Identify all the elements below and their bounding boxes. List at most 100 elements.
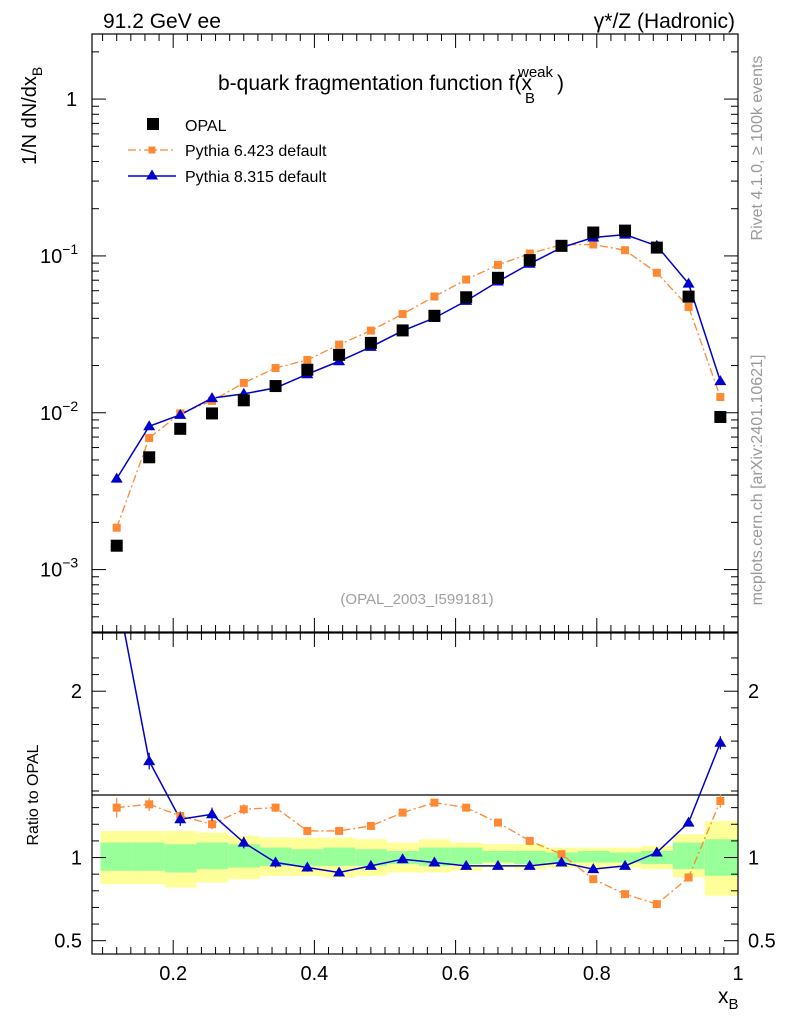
ratio-band-inner bbox=[196, 842, 229, 870]
legend-label-pythia8: Pythia 8.315 default bbox=[185, 169, 327, 186]
pythia6-ratio-point bbox=[525, 836, 534, 845]
pythia6-ratio-line bbox=[116, 800, 721, 905]
pythia6-ratio-point bbox=[652, 900, 661, 909]
pythia8-ratio-point bbox=[111, 585, 123, 595]
plot-title-superscript: weak bbox=[517, 64, 554, 81]
main-y-tick-label-exponent: −1 bbox=[62, 241, 78, 257]
ratio-series-layer bbox=[111, 585, 727, 909]
pythia6-point bbox=[303, 355, 312, 364]
pythia8-ratio-line bbox=[123, 633, 722, 874]
main-y-tick-label: 10−1 bbox=[40, 241, 78, 268]
pythia8-point bbox=[682, 277, 695, 288]
pythia6-ratio-point bbox=[208, 820, 217, 829]
pythia8-ratio-point bbox=[174, 813, 187, 824]
main-plot-frame bbox=[91, 33, 739, 633]
pythia6-ratio-point bbox=[557, 850, 566, 859]
pythia6-point bbox=[239, 378, 248, 387]
ratio-band-inner bbox=[641, 850, 674, 865]
pythia6-point bbox=[430, 292, 439, 301]
opal-point bbox=[714, 410, 727, 423]
opal-point bbox=[523, 254, 536, 267]
main-y-tick-label: 10−2 bbox=[40, 398, 78, 425]
plot-title-subscript: B bbox=[525, 90, 535, 107]
ratio-y-tick-label-right: 1 bbox=[748, 848, 759, 870]
opal-point bbox=[269, 380, 282, 393]
pythia8-ratio-point bbox=[206, 808, 219, 819]
pythia6-point bbox=[525, 249, 534, 258]
pythia6-line bbox=[116, 243, 721, 528]
mcplots-label: mcplots.cern.ch [arXiv:2401.10621] bbox=[749, 355, 766, 606]
ratio-band-inner bbox=[450, 847, 483, 865]
pythia8-ratio-point bbox=[269, 856, 282, 867]
pythia6-point bbox=[398, 310, 407, 319]
pythia6-ratio-point bbox=[112, 803, 121, 812]
pythia6-point bbox=[493, 260, 502, 269]
main-y-axis-label-main: 1/N dN/dx bbox=[19, 76, 41, 165]
main-y-axis-label-sub: B bbox=[29, 67, 45, 76]
opal-point bbox=[143, 451, 156, 464]
opal-point bbox=[555, 239, 568, 252]
ratio-band-inner bbox=[355, 849, 388, 866]
main-y-axis-label: 1/N dN/dxB bbox=[19, 67, 45, 165]
x-axis-label-sub: B bbox=[729, 996, 739, 1013]
pythia8-ratio-point bbox=[364, 859, 377, 870]
opal-point bbox=[428, 309, 441, 322]
x-tick-label: 0.2 bbox=[159, 963, 187, 985]
ratio-band-inner bbox=[673, 842, 705, 870]
ratio-y-tick-label-left: 0.5 bbox=[54, 931, 82, 953]
main-y-tick-label-exponent: −3 bbox=[62, 555, 78, 571]
opal-point bbox=[587, 226, 600, 239]
opal-point bbox=[206, 407, 219, 420]
axes-layer: 0.2 0.4 0.6 0.8 110−310−210−110.5 0.51 12 2 bbox=[40, 34, 776, 985]
pythia6-point bbox=[271, 363, 280, 372]
ratio-y-tick-label-right: 2 bbox=[748, 681, 759, 703]
pythia8-ratio-point bbox=[428, 856, 441, 867]
x-tick-label: 0.6 bbox=[442, 963, 470, 985]
main-y-tick-label-base: 1 bbox=[66, 89, 77, 111]
main-y-tick-label-base: 10 bbox=[40, 560, 62, 582]
pythia6-point bbox=[684, 302, 693, 311]
pythia8-ratio-point bbox=[714, 736, 727, 747]
opal-point bbox=[301, 363, 314, 376]
pythia8-ratio-point bbox=[301, 861, 314, 872]
pythia6-point bbox=[112, 523, 121, 532]
header-energy-label: 91.2 GeV ee bbox=[103, 10, 221, 33]
ratio-y-axis-label: Ratio to OPAL bbox=[25, 744, 42, 845]
x-tick-label: 0.8 bbox=[583, 963, 611, 985]
ratio-band-inner bbox=[164, 844, 197, 873]
opal-point bbox=[110, 539, 123, 552]
pythia6-ratio-point bbox=[684, 873, 693, 882]
pythia6-point bbox=[621, 246, 630, 255]
pythia6-point bbox=[589, 240, 598, 249]
pythia8-ratio-point bbox=[143, 755, 156, 766]
pythia6-ratio-point bbox=[589, 875, 598, 884]
legend-marker-opal bbox=[147, 118, 159, 130]
pythia6-ratio-point bbox=[145, 800, 154, 809]
legend: OPAL Pythia 6.423 default Pythia 8.315 d… bbox=[128, 118, 327, 186]
x-tick-label: 0.4 bbox=[300, 963, 328, 985]
pythia8-ratio-point bbox=[555, 856, 568, 867]
ratio-band-inner bbox=[482, 850, 515, 863]
main-y-tick-label: 10−3 bbox=[40, 555, 78, 582]
pythia8-ratio-point bbox=[491, 859, 504, 870]
pythia6-ratio-point bbox=[366, 821, 375, 830]
pythia6-ratio-point bbox=[303, 826, 312, 835]
legend-label-pythia6: Pythia 6.423 default bbox=[185, 143, 327, 160]
pythia6-ratio-point bbox=[493, 818, 502, 827]
legend-marker-pythia8 bbox=[146, 169, 158, 180]
header-process-label: γ*/Z (Hadronic) bbox=[594, 10, 735, 33]
pythia6-point bbox=[462, 275, 471, 284]
opal-point bbox=[333, 348, 346, 361]
pythia8-ratio-point bbox=[523, 859, 536, 870]
ratio-band-inner bbox=[609, 852, 642, 863]
opal-point bbox=[364, 336, 377, 349]
pythia6-ratio-point bbox=[430, 798, 439, 807]
pythia6-ratio-point bbox=[239, 805, 248, 814]
pythia8-ratio-point bbox=[682, 816, 695, 827]
x-tick-label: 1 bbox=[732, 963, 743, 985]
pythia8-ratio-point bbox=[396, 853, 409, 864]
pythia6-point bbox=[716, 393, 725, 402]
pythia6-ratio-point bbox=[462, 803, 471, 812]
pythia8-ratio-point bbox=[587, 863, 600, 874]
